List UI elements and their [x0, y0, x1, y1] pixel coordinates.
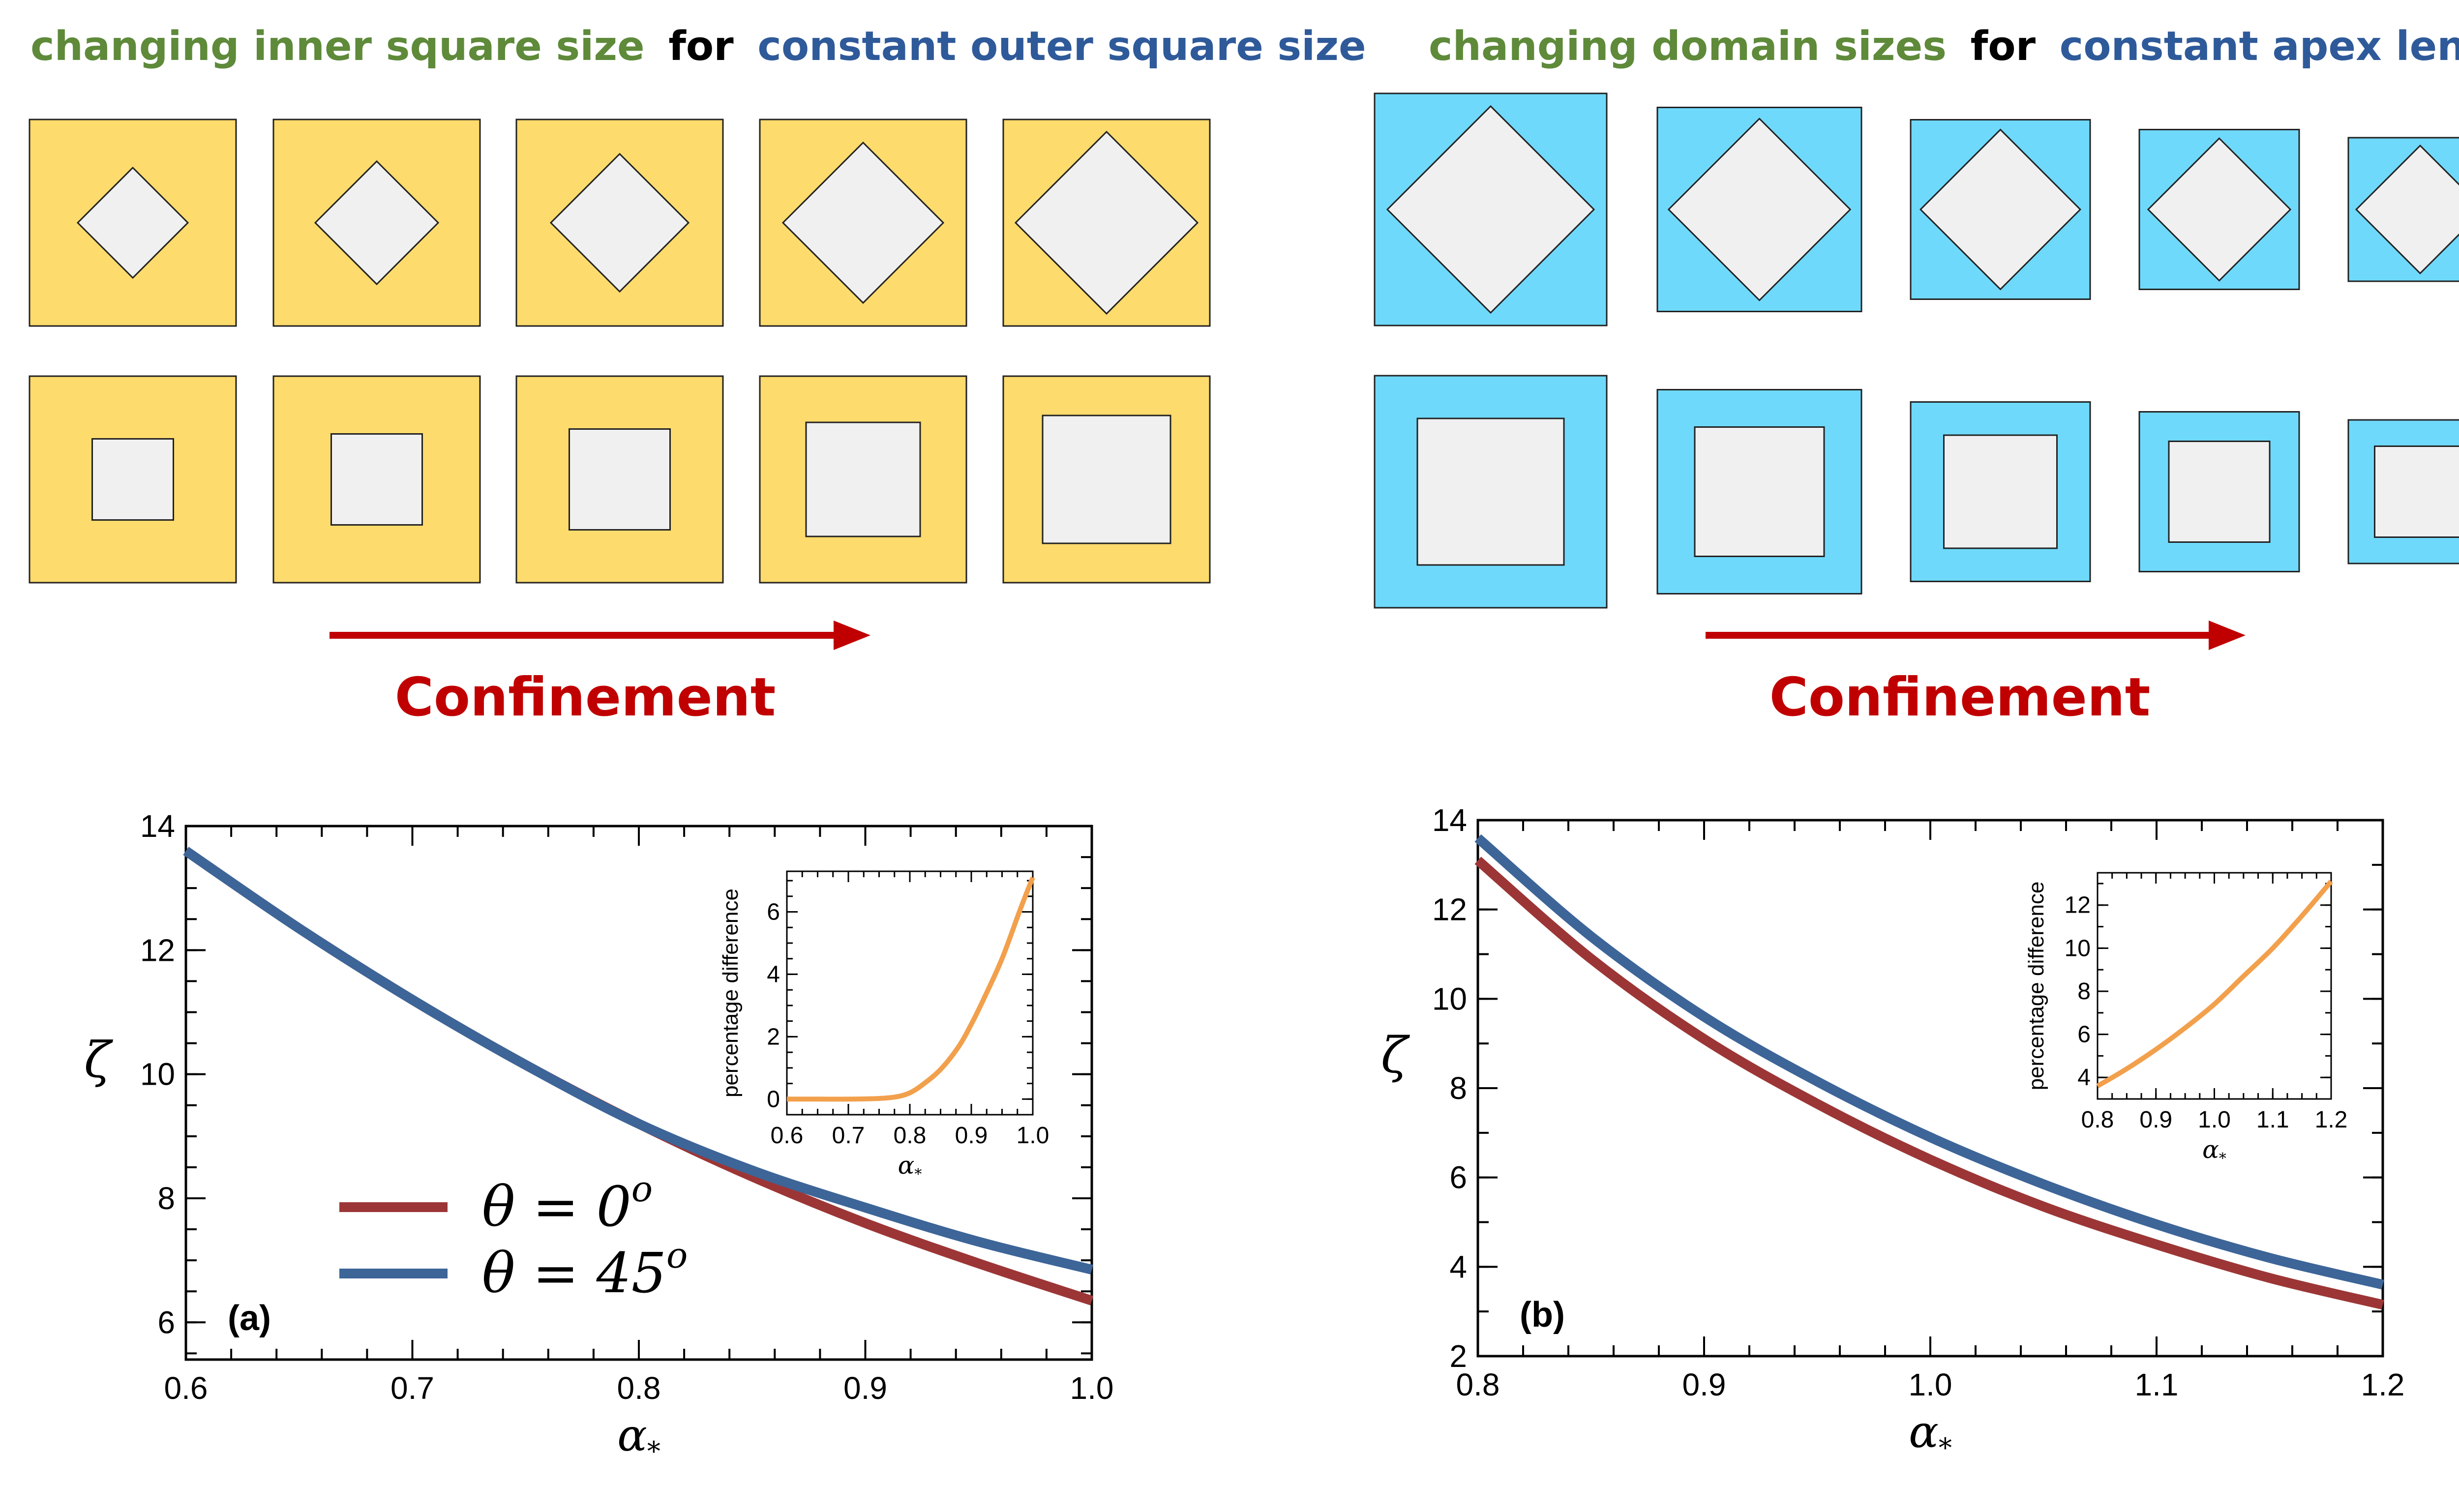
y-tick-label: 12: [1432, 892, 1467, 927]
inset-x-tick-label: 0.8: [894, 1123, 927, 1149]
series-line-0: [1474, 857, 2384, 1310]
y-tick-label: 14: [140, 808, 175, 844]
inset-y-tick-label: 12: [2065, 892, 2091, 919]
y-tick-label: 6: [1449, 1160, 1467, 1195]
legend: θ = 0oθ = 45o: [339, 1168, 688, 1305]
inner-square: [1694, 426, 1825, 557]
x-tick-label: 0.7: [390, 1370, 434, 1406]
right-confinement-label: Confinement: [1769, 667, 2151, 728]
inset-x-tick-label: 1.0: [1017, 1123, 1050, 1149]
inset-x-tick-label: 0.9: [2139, 1107, 2172, 1133]
inner-diamond: [2355, 144, 2459, 275]
x-tick-label: 0.6: [164, 1370, 208, 1406]
y-tick-label: 8: [1449, 1070, 1467, 1106]
inset-x-axis-title: α*: [2202, 1135, 2226, 1167]
inner-square: [330, 433, 423, 526]
x-tick-label: 1.0: [1909, 1367, 1952, 1402]
inset-y-tick-label: 10: [2065, 935, 2091, 961]
inner-diamond: [1386, 105, 1595, 314]
right-heading-green: changing domain sizes: [1429, 23, 1947, 70]
left-heading-for: for: [668, 23, 734, 70]
inset-x-tick-label: 0.6: [771, 1123, 804, 1149]
x-tick-label: 1.1: [2135, 1367, 2179, 1402]
inner-diamond: [549, 152, 690, 293]
inset-plot-frame: [786, 870, 1034, 1116]
panel-label: (a): [228, 1299, 271, 1338]
right-confinement-arrow: [1706, 621, 2246, 650]
inset-y-tick-label: 6: [2077, 1022, 2091, 1048]
x-tick-label: 0.9: [1682, 1367, 1726, 1402]
chart-a: 0.6 0.7 0.8 0.9 1.0 6 8 10 12 14 ζ α* (a) 0.6 0.7 0.8 0.…: [84, 808, 1114, 1467]
right-heading-blue: constant apex length: [2060, 23, 2459, 70]
inset-y-tick-label: 8: [2077, 978, 2091, 1005]
inner-diamond: [1014, 130, 1199, 315]
inner-diamond: [1919, 128, 2082, 291]
inner-square: [805, 421, 921, 537]
y-tick-label: 14: [1432, 802, 1467, 838]
left-schematic: [29, 119, 1211, 584]
inner-square: [1943, 434, 2058, 549]
y-tick-label: 6: [157, 1304, 175, 1340]
series-line-1: [1474, 834, 2384, 1290]
legend-label-1: θ = 45o: [482, 1235, 688, 1305]
left-heading: changing inner square size for constant …: [30, 23, 1366, 70]
inner-square: [91, 438, 174, 521]
right-heading: changing domain sizes for constant apex …: [1429, 23, 2459, 70]
left-confinement-label: Confinement: [395, 667, 776, 728]
inset-x-tick-label: 0.7: [832, 1123, 865, 1149]
inset-y-axis-title: percentage difference: [2024, 882, 2048, 1091]
legend-label-0: θ = 0o: [482, 1168, 653, 1239]
inset-y-axis-title: percentage difference: [719, 889, 743, 1097]
x-tick-label: 0.8: [617, 1370, 661, 1406]
x-tick-label: 0.8: [1456, 1367, 1500, 1402]
inner-diamond: [781, 141, 945, 304]
inset-series-line-0: [2096, 880, 2333, 1089]
y-tick-label: 2: [1449, 1338, 1467, 1374]
right-heading-for: for: [1971, 23, 2036, 70]
inner-diamond: [1667, 118, 1852, 301]
right-schematic: [1374, 92, 2459, 609]
left-heading-green: changing inner square size: [30, 23, 645, 70]
y-tick-label: 12: [140, 932, 175, 968]
y-tick-label: 8: [157, 1181, 175, 1216]
panel-label: (b): [1520, 1295, 1565, 1334]
inset-y-tick-label: 0: [767, 1086, 780, 1112]
inner-square: [1416, 417, 1565, 566]
inset-x-tick-label: 1.1: [2256, 1107, 2289, 1133]
inset-x-tick-label: 1.2: [2315, 1107, 2348, 1133]
y-tick-label: 10: [140, 1057, 175, 1092]
inset-x-tick-label: 1.0: [2198, 1107, 2231, 1133]
inner-square: [2168, 441, 2271, 543]
left-confinement-arrow: [330, 621, 870, 650]
inner-square: [569, 428, 671, 531]
inner-diamond: [2147, 137, 2292, 282]
inset-y-tick-label: 2: [767, 1024, 780, 1050]
x-tick-label: 1.2: [2361, 1367, 2405, 1402]
y-axis-title: ζ: [84, 1031, 114, 1089]
y-tick-label: 4: [1449, 1249, 1467, 1284]
inner-diamond: [314, 160, 440, 286]
inner-square: [1042, 415, 1171, 544]
x-axis-title: α*: [617, 1410, 660, 1467]
x-tick-label: 1.0: [1070, 1370, 1114, 1406]
inset-y-tick-label: 4: [2077, 1065, 2091, 1091]
inset-y-tick-label: 4: [767, 961, 780, 987]
inset-x-tick-label: 0.9: [955, 1123, 988, 1149]
inner-square: [2374, 445, 2459, 538]
y-tick-label: 10: [1432, 981, 1467, 1016]
y-axis-title: ζ: [1381, 1026, 1410, 1084]
inset-x-tick-label: 0.8: [2081, 1107, 2114, 1133]
chart-b: 0.8 0.9 1.0 1.1 1.2 2 4 6 8 10 12 14 ζ α* (b) 0.8 0.9 1.0…: [1381, 802, 2405, 1463]
left-heading-blue: constant outer square size: [757, 23, 1366, 70]
x-tick-label: 0.9: [843, 1370, 887, 1406]
inset-y-tick-label: 6: [767, 899, 780, 925]
inset-series-line-0: [787, 876, 1035, 1102]
series-line-1: [183, 847, 1093, 1275]
x-axis-title: α*: [1909, 1406, 1952, 1463]
inner-diamond: [76, 166, 189, 279]
